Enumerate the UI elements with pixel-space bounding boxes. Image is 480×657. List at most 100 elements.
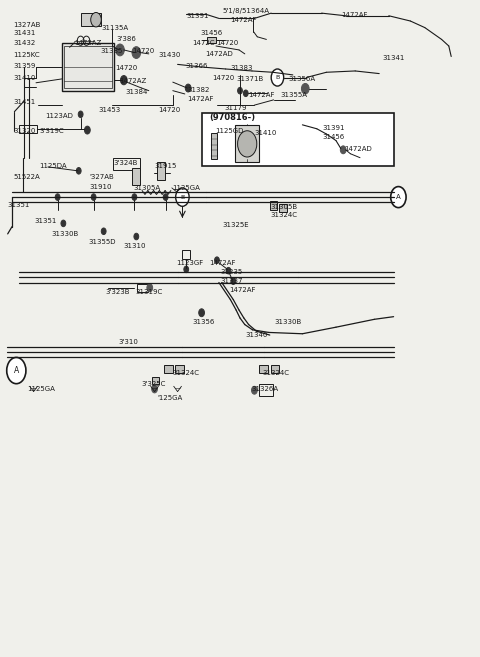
Bar: [132, 168, 140, 185]
Text: 31324C: 31324C: [173, 370, 200, 376]
Text: 14720: 14720: [115, 64, 137, 71]
Circle shape: [238, 87, 242, 94]
Circle shape: [91, 12, 101, 27]
Circle shape: [185, 84, 191, 92]
Text: B: B: [180, 194, 184, 200]
Text: 14720: 14720: [158, 107, 180, 114]
Text: 31320: 31320: [13, 128, 36, 135]
Text: 3'324B: 3'324B: [113, 160, 138, 166]
Text: 51522A: 51522A: [13, 174, 40, 181]
Circle shape: [252, 386, 257, 394]
Circle shape: [7, 357, 26, 384]
Circle shape: [231, 278, 236, 284]
Text: 31324C: 31324C: [262, 370, 289, 376]
Circle shape: [61, 220, 66, 227]
Text: 31305A: 31305A: [133, 185, 161, 191]
Circle shape: [76, 168, 81, 174]
Text: 31305B: 31305B: [271, 204, 298, 210]
Text: 14720: 14720: [212, 75, 234, 81]
Text: '125GA: '125GA: [157, 395, 183, 401]
Text: 1123AD: 1123AD: [46, 112, 73, 119]
Text: 31431: 31431: [13, 30, 36, 36]
Circle shape: [84, 126, 90, 134]
Text: 31355D: 31355D: [88, 238, 116, 245]
Text: 31356A: 31356A: [288, 76, 315, 83]
Text: 5'1/8/51364A: 5'1/8/51364A: [223, 8, 270, 14]
Text: 31341: 31341: [382, 55, 405, 61]
Text: 3'319C: 3'319C: [39, 128, 64, 135]
Text: 31135A: 31135A: [102, 24, 129, 31]
Text: 1472C: 1472C: [192, 39, 215, 46]
Text: 31325E: 31325E: [223, 221, 249, 228]
Bar: [211, 133, 217, 159]
Circle shape: [132, 194, 137, 200]
Text: 3'386: 3'386: [116, 36, 136, 43]
Text: 31385: 31385: [101, 47, 123, 54]
Text: 1472AF: 1472AF: [209, 260, 236, 266]
Text: 31330B: 31330B: [275, 319, 302, 325]
Text: 31451: 31451: [13, 99, 36, 106]
Circle shape: [340, 146, 346, 154]
Text: 31359: 31359: [13, 63, 36, 70]
Circle shape: [116, 44, 124, 56]
Bar: [270, 201, 277, 210]
Bar: [113, 158, 140, 170]
Text: 1125GD: 1125GD: [215, 128, 243, 135]
Circle shape: [226, 267, 231, 274]
Circle shape: [271, 69, 284, 86]
Text: 1125GA: 1125GA: [27, 386, 55, 392]
Bar: [259, 365, 268, 373]
Text: 31391: 31391: [323, 125, 345, 131]
Circle shape: [176, 188, 189, 206]
Bar: [81, 13, 101, 26]
Text: 14720: 14720: [132, 47, 155, 54]
Text: 31324C: 31324C: [271, 212, 298, 219]
Text: A: A: [14, 366, 19, 375]
Text: 3'325C: 3'325C: [141, 380, 166, 387]
Text: 31179: 31179: [225, 104, 247, 111]
Text: 1472AZ: 1472AZ: [119, 78, 146, 85]
Text: (970816-): (970816-): [209, 113, 255, 122]
Circle shape: [184, 266, 189, 273]
Text: 1472AZ: 1472AZ: [74, 39, 102, 46]
Circle shape: [147, 284, 153, 292]
Bar: [152, 377, 159, 384]
Circle shape: [163, 194, 168, 200]
Text: 31391: 31391: [186, 13, 209, 20]
Circle shape: [152, 385, 157, 393]
Text: 31430: 31430: [158, 52, 181, 58]
Text: 1472AF: 1472AF: [341, 12, 367, 18]
Text: 31453: 31453: [98, 107, 120, 114]
Text: 1472AF: 1472AF: [187, 95, 214, 102]
Text: 31410: 31410: [13, 74, 36, 81]
Text: 31356: 31356: [192, 319, 215, 325]
Text: 1472AF: 1472AF: [230, 16, 257, 23]
Text: 31371B: 31371B: [236, 76, 264, 83]
Bar: [137, 284, 148, 292]
Text: 31326A: 31326A: [252, 386, 279, 392]
Text: 31340: 31340: [246, 332, 268, 338]
Text: 1472AD: 1472AD: [345, 146, 372, 152]
Text: '327AB: '327AB: [89, 174, 114, 181]
Text: 31355A: 31355A: [281, 91, 308, 98]
Bar: [62, 43, 114, 91]
Text: 14720: 14720: [216, 40, 238, 47]
Circle shape: [243, 90, 248, 97]
Text: 31432: 31432: [13, 40, 36, 47]
Text: 31915: 31915: [155, 162, 177, 169]
Circle shape: [238, 131, 257, 157]
Text: 31319C: 31319C: [135, 288, 163, 295]
Bar: [259, 384, 273, 396]
Text: 1472AD: 1472AD: [205, 51, 233, 57]
Text: 1472AF: 1472AF: [249, 91, 275, 98]
Bar: [271, 365, 279, 373]
Circle shape: [78, 111, 83, 118]
Bar: [175, 365, 184, 373]
Bar: [19, 125, 37, 133]
Circle shape: [134, 233, 139, 240]
Text: 31351: 31351: [8, 202, 30, 208]
Text: 31330B: 31330B: [52, 231, 79, 237]
Text: 31456: 31456: [323, 133, 345, 140]
Bar: [207, 37, 216, 43]
Text: 3'323B: 3'323B: [106, 288, 130, 295]
